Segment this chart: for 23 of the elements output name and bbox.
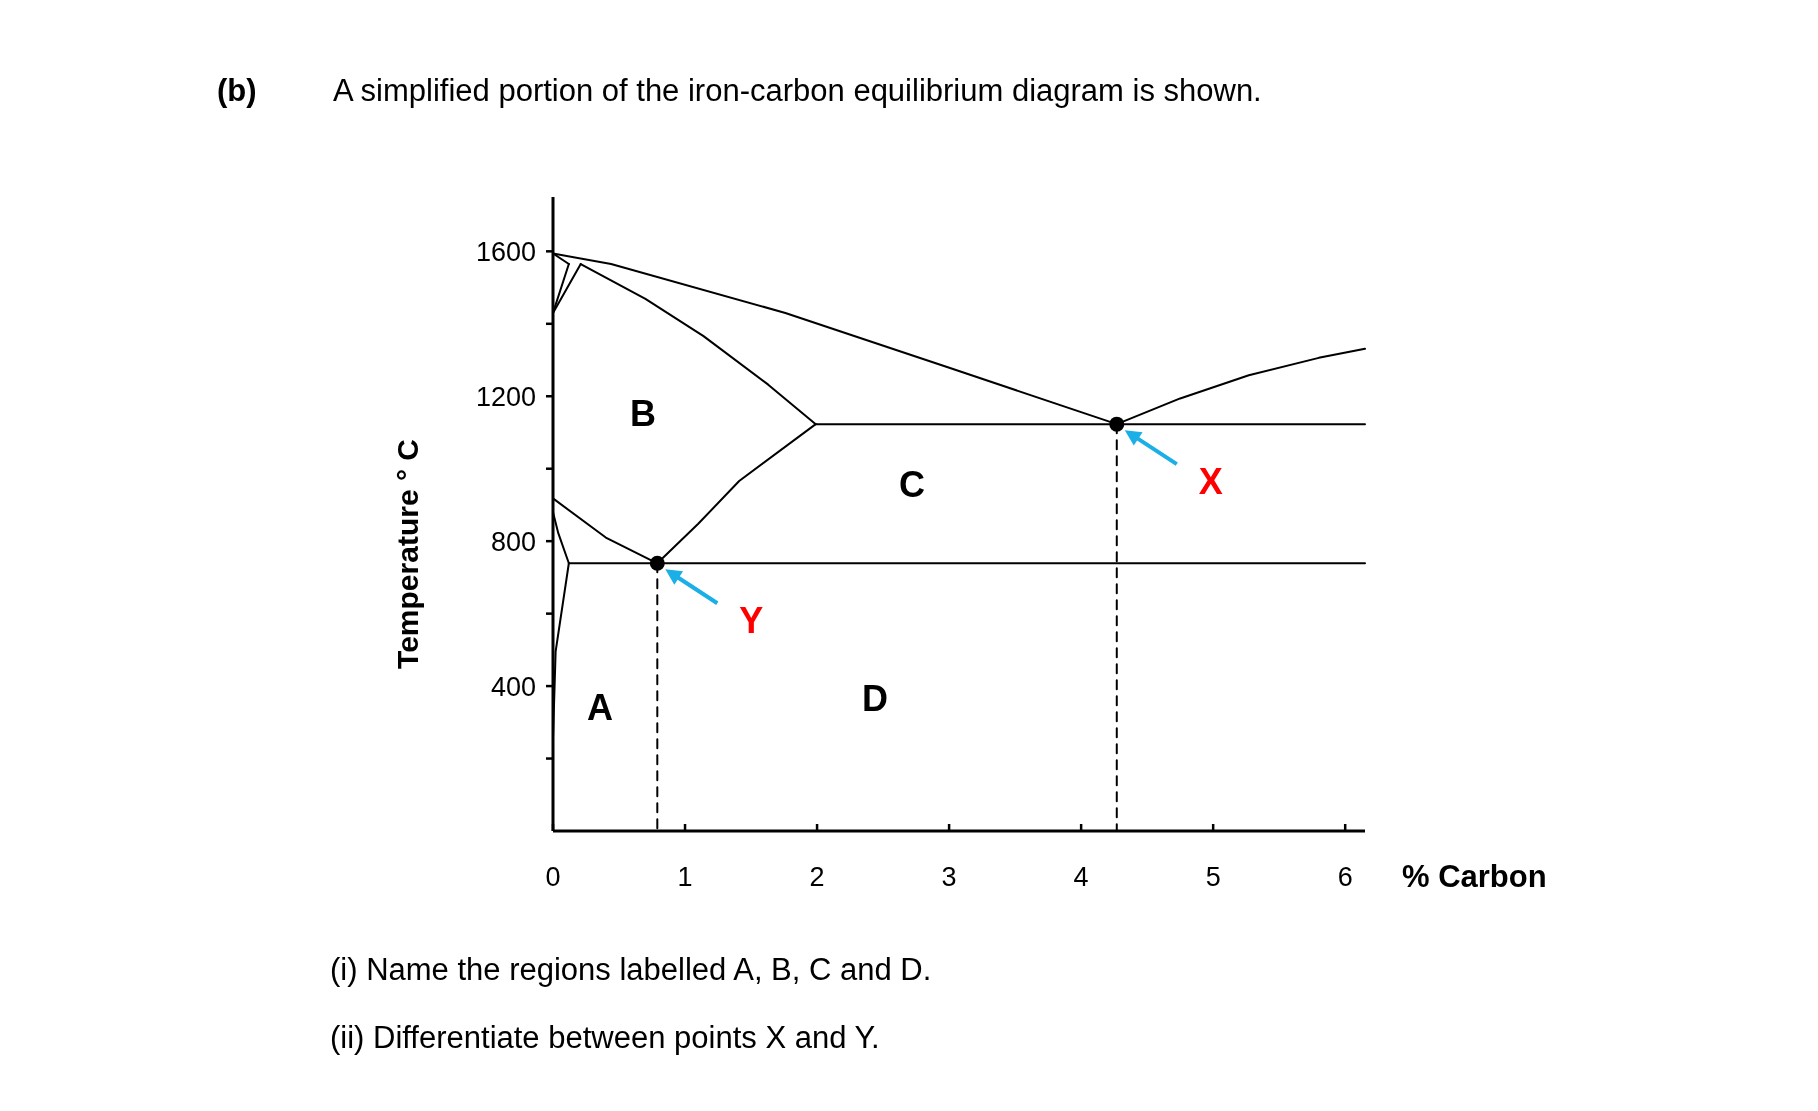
y-axis-title: Temperature ° C <box>391 439 424 669</box>
x-tick-label: 2 <box>809 862 825 892</box>
y-tick-label: 800 <box>490 526 536 557</box>
chart-title: A simplified portion of the iron-carbon equilibrium diagram is shown. <box>333 73 1262 108</box>
annotation: C <box>899 464 925 505</box>
x-tick-label: 3 <box>941 862 957 892</box>
text: (ii) Differentiate between points X and Y. <box>330 1020 880 1055</box>
x-tick-label: 4 <box>1073 862 1089 892</box>
y-tick-label: 400 <box>490 671 536 702</box>
annotation: B <box>630 393 656 434</box>
y-tick-label: 1200 <box>475 381 536 412</box>
x-tick-label: 0 <box>545 862 561 892</box>
x-axis-title: % Carbon <box>1402 859 1547 894</box>
annotation: A <box>587 687 613 728</box>
x-tick-label: 6 <box>1337 862 1353 892</box>
x-tick-label: 5 <box>1205 862 1221 892</box>
text: X <box>1198 461 1223 503</box>
text: Y <box>739 600 764 642</box>
text: (b) <box>217 73 257 108</box>
text: (i) Name the regions labelled A, B, C and D. <box>330 952 932 987</box>
y-tick-label: 1600 <box>475 236 536 267</box>
x-tick-label: 1 <box>677 862 693 892</box>
annotation: D <box>862 678 888 719</box>
